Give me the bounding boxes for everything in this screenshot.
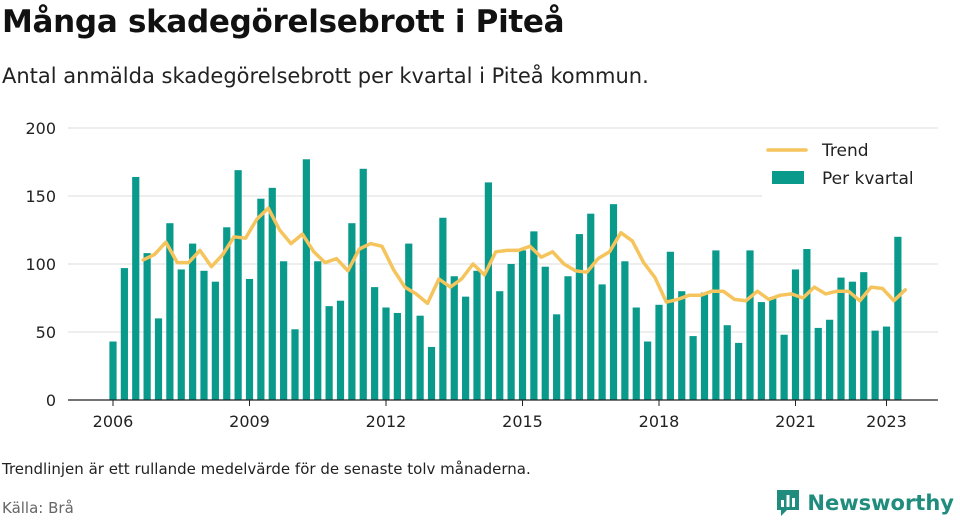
bar — [735, 342, 743, 400]
bar — [746, 250, 754, 400]
chart-area: 0 50 100 150 200 2006 2009 2012 2015 2018 2021 202… — [25, 119, 938, 431]
bar — [359, 168, 367, 400]
bar — [814, 327, 822, 400]
bar — [405, 243, 413, 400]
bar — [575, 234, 583, 400]
bar — [382, 307, 390, 400]
legend-trend-label: Trend — [821, 141, 869, 161]
bars-series — [109, 159, 902, 400]
y-tick-label: 0 — [46, 391, 56, 410]
bar — [530, 231, 538, 400]
x-tick-label: 2021 — [775, 412, 816, 431]
bar — [507, 264, 515, 400]
bar — [371, 287, 379, 400]
bar — [803, 249, 811, 400]
bar — [439, 217, 447, 400]
bar — [837, 277, 845, 400]
legend-background — [762, 136, 938, 198]
x-tick-label: 2018 — [639, 412, 680, 431]
bar — [871, 330, 879, 400]
bar — [757, 302, 765, 400]
bar — [518, 250, 527, 400]
bar-chart-speech-bubble-icon — [777, 490, 800, 516]
bar — [291, 329, 299, 400]
bar — [632, 307, 640, 400]
bar — [780, 334, 788, 400]
bar — [200, 270, 208, 400]
trend-line — [141, 206, 908, 306]
bar — [211, 281, 219, 400]
bar — [268, 187, 276, 400]
x-tick-label: 2006 — [93, 412, 134, 431]
bar — [882, 326, 891, 400]
bar — [609, 204, 618, 400]
bar — [336, 300, 345, 400]
bar — [848, 281, 856, 400]
bar — [450, 276, 458, 400]
bar — [712, 250, 720, 400]
y-tick-label: 200 — [25, 119, 56, 138]
bar — [314, 261, 322, 400]
bar — [496, 291, 504, 400]
bar — [860, 272, 868, 400]
legend-bar-label: Per kvartal — [822, 169, 914, 189]
source-credit: Källa: Brå — [2, 499, 74, 517]
brand-name: Newsworthy — [807, 491, 954, 515]
bar — [791, 269, 800, 400]
bar — [655, 304, 663, 400]
legend-bar-swatch — [772, 171, 804, 184]
bar — [689, 336, 697, 400]
y-tick-label: 50 — [36, 323, 56, 342]
x-tick-label: 2009 — [229, 412, 270, 431]
bar — [120, 268, 128, 400]
bar — [723, 325, 731, 400]
bar — [234, 170, 242, 400]
bar — [143, 253, 151, 400]
bar — [826, 319, 834, 400]
x-axis: 2006 2009 2012 2015 2018 2021 2023 — [68, 399, 938, 431]
bar — [393, 312, 401, 400]
bar — [894, 236, 902, 400]
bar — [564, 276, 572, 400]
bar — [621, 261, 629, 400]
bar — [666, 251, 674, 400]
bar — [223, 227, 231, 400]
y-tick-label: 150 — [25, 187, 56, 206]
bar — [302, 159, 310, 400]
bar — [280, 261, 288, 400]
bar — [473, 270, 481, 400]
bar — [245, 278, 254, 400]
x-tick-label: 2012 — [366, 412, 407, 431]
brand-logo: Newsworthy — [775, 488, 954, 518]
footnote: Trendlinjen är ett rullande medelvärde f… — [2, 460, 531, 478]
bar — [462, 296, 470, 400]
bar — [416, 315, 424, 400]
bar — [166, 223, 174, 400]
bar — [348, 223, 356, 400]
x-tick-label: 2023 — [866, 412, 907, 431]
bar — [325, 306, 333, 400]
bar — [541, 266, 549, 400]
chart-title: Många skadegörelsebrott i Piteå — [2, 4, 565, 40]
bar — [553, 314, 561, 400]
bar — [678, 291, 686, 400]
bar — [484, 182, 492, 400]
bar — [427, 346, 436, 400]
bar — [598, 284, 606, 400]
bar — [257, 198, 265, 400]
legend: Trend Per kvartal — [762, 136, 938, 198]
bar — [769, 298, 777, 400]
x-tick-label: 2015 — [502, 412, 543, 431]
bar — [587, 213, 595, 400]
y-tick-label: 100 — [25, 255, 56, 274]
bar — [132, 176, 140, 400]
chart-subtitle: Antal anmälda skadegörelsebrott per kvar… — [2, 64, 649, 88]
bar — [177, 269, 185, 400]
bar — [189, 243, 197, 400]
bar — [154, 318, 163, 400]
bar — [109, 341, 117, 400]
bar — [700, 292, 709, 400]
bar — [644, 341, 652, 400]
